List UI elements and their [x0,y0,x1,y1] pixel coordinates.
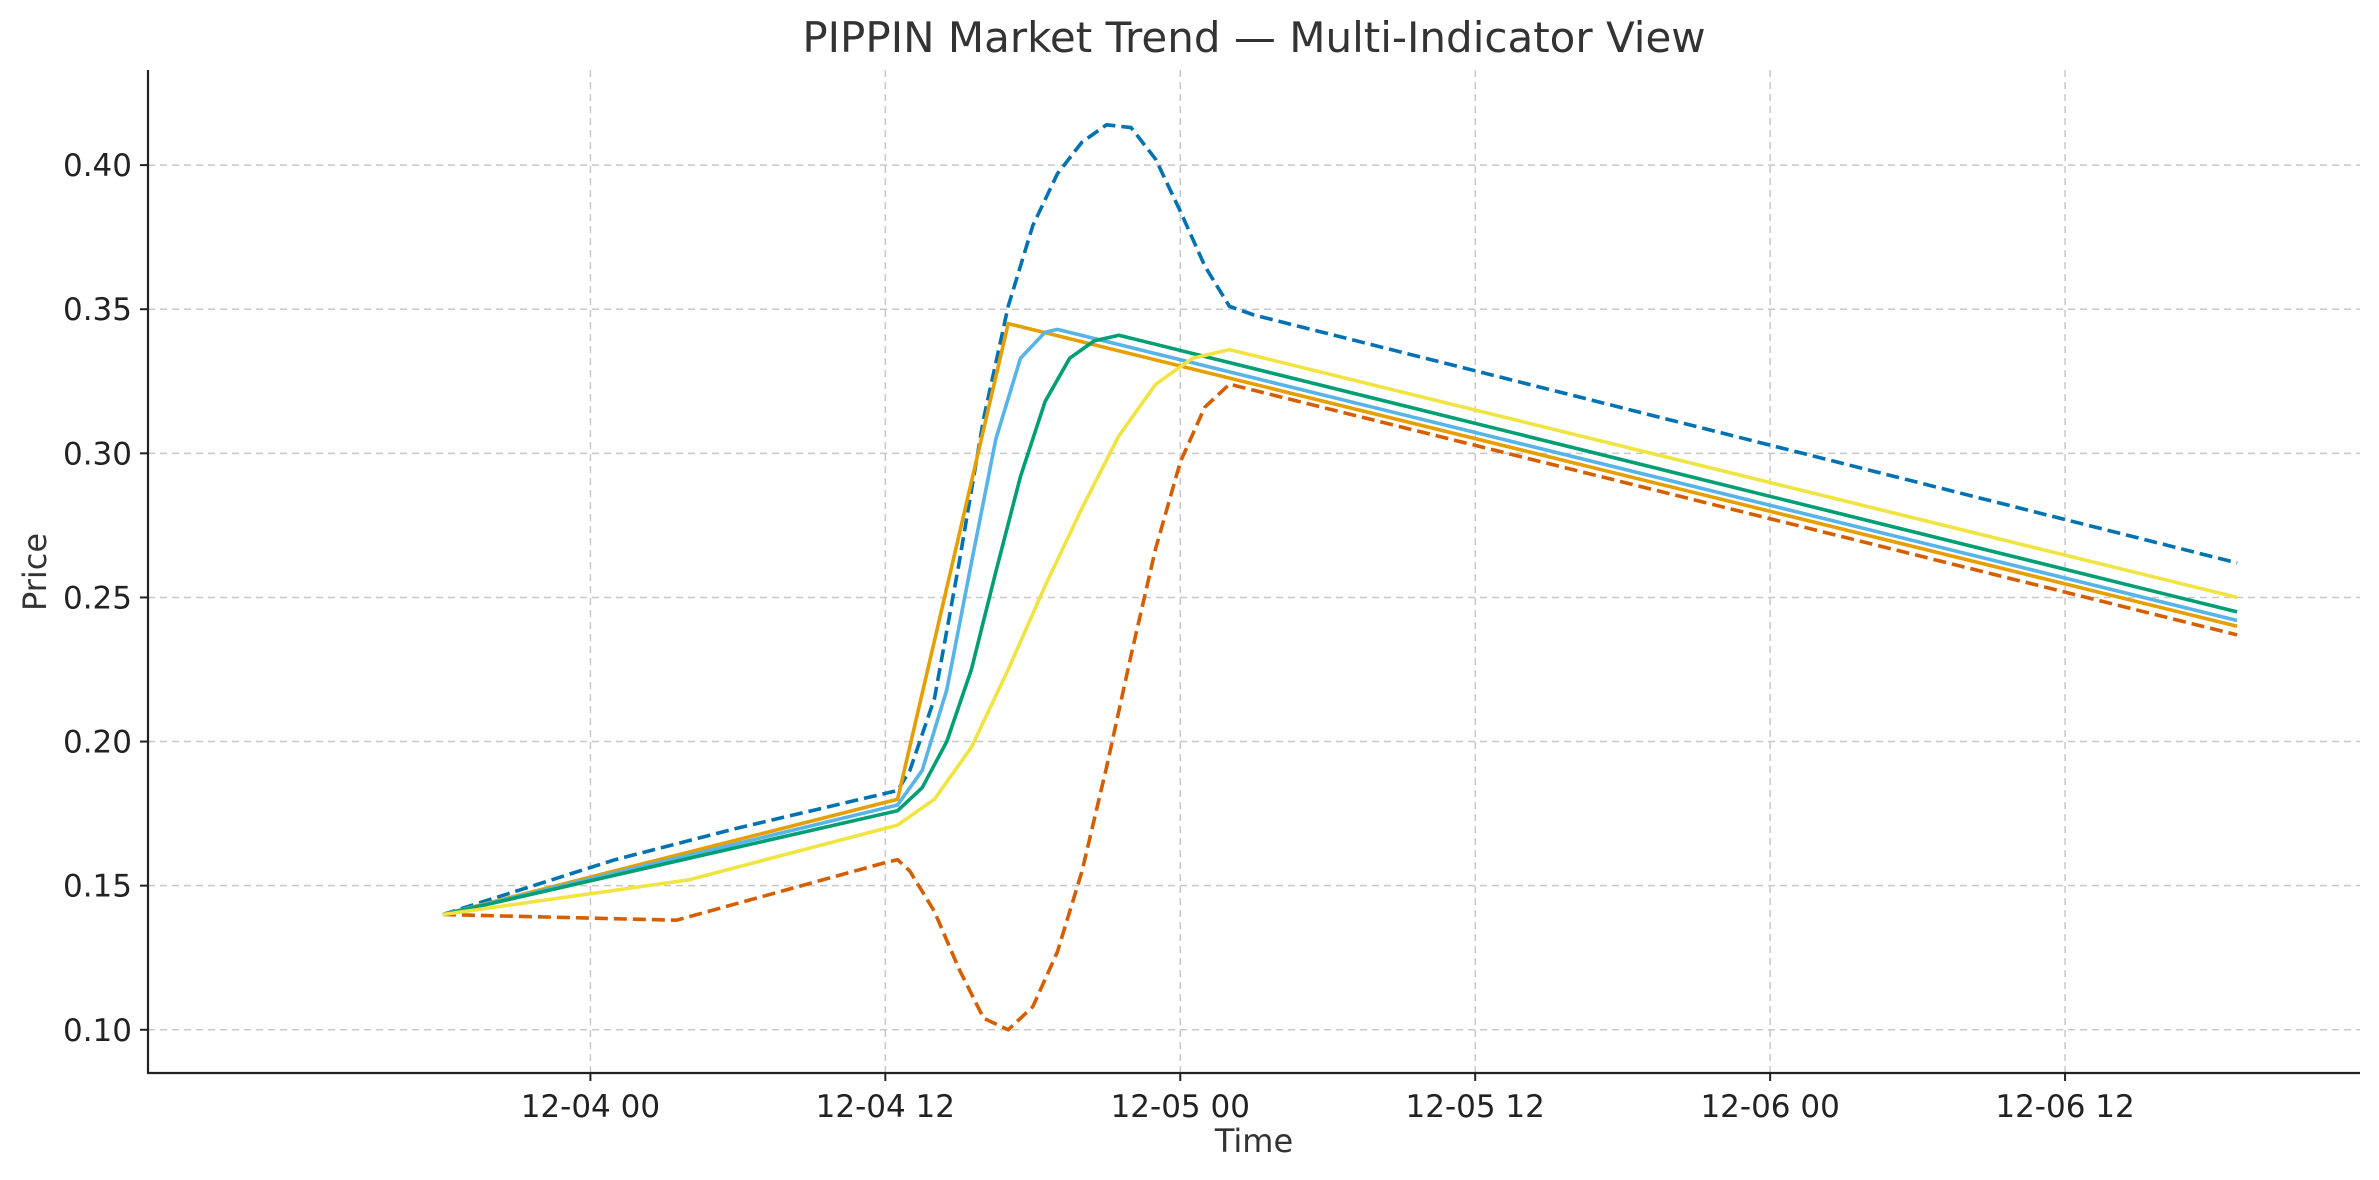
series-line-6 [442,347,2238,917]
x-tick-label: 12-06 00 [1700,1089,1839,1125]
x-tick-label: 12-05 12 [1406,1089,1545,1125]
series-line-3 [442,321,2238,917]
y-tick-label: 0.30 [63,436,132,472]
y-tick-label: 0.40 [63,148,132,184]
series-line-1 [442,123,2238,917]
y-tick-label: 0.25 [63,580,132,616]
x-tick-label: 12-06 12 [1995,1089,2134,1125]
y-tick-label: 0.20 [63,725,132,761]
y-tick-label: 0.10 [63,1013,132,1049]
x-axis-label: Time [1214,1122,1293,1160]
x-tick-label: 12-05 00 [1111,1089,1250,1125]
y-tick-label: 0.35 [63,292,132,328]
x-tick-label: 12-04 12 [816,1089,955,1125]
y-tick-label: 0.15 [63,869,132,905]
plot-lines [442,123,2238,1032]
chart-title: PIPPIN Market Trend — Multi-Indicator Vi… [802,13,1705,62]
x-tick-label: 12-04 00 [521,1089,660,1125]
x-ticks: 12-04 00 12-04 12 12-05 00 12-05 12 12-06 00… [521,1073,2135,1125]
series-line-5 [442,333,2238,917]
series-line-2 [442,382,2238,1032]
y-ticks: 0.10 0.15 0.20 0.25 0.30 0.35 0.40 [63,148,148,1049]
y-axis-label: Price [16,533,54,611]
grid [148,70,2360,1073]
series-line-4 [442,327,2238,917]
